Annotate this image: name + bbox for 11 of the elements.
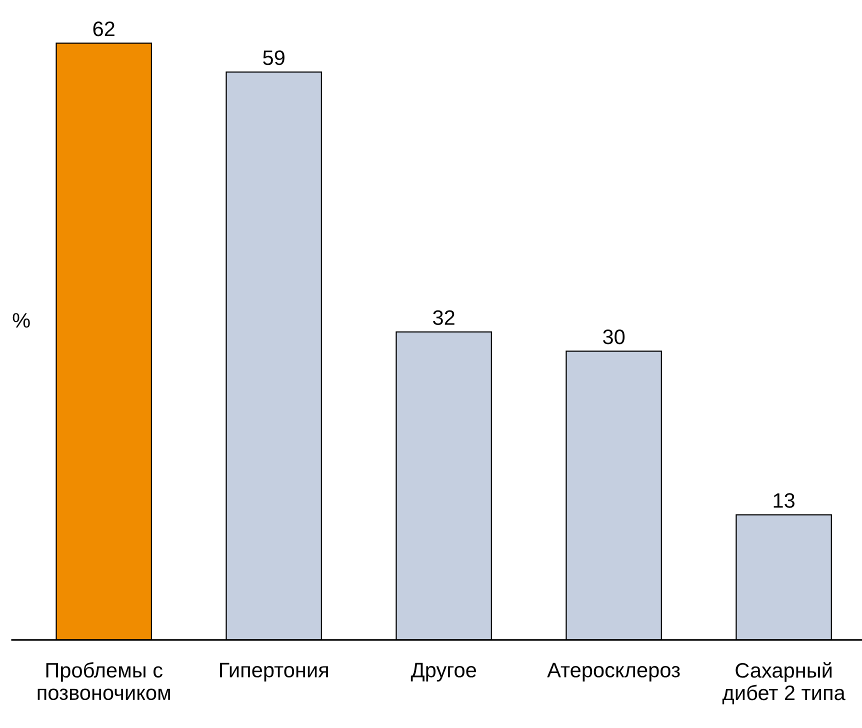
data-label: 30 bbox=[603, 330, 625, 344]
data-label: 62 bbox=[93, 22, 114, 36]
x-tick-label: Атеросклероз bbox=[547, 662, 680, 682]
x-tick-label: Проблемы с позвоночиком bbox=[38, 662, 170, 700]
data-label: 59 bbox=[263, 50, 284, 66]
data-label: 13 bbox=[774, 493, 794, 508]
x-tick-label: Гипертония bbox=[220, 662, 328, 682]
x-tick-label: Другое bbox=[410, 662, 476, 682]
y-axis-title: % bbox=[12, 313, 30, 328]
data-label: 32 bbox=[433, 310, 454, 326]
x-tick-label: Сахарный дибет 2 типа bbox=[722, 662, 846, 704]
